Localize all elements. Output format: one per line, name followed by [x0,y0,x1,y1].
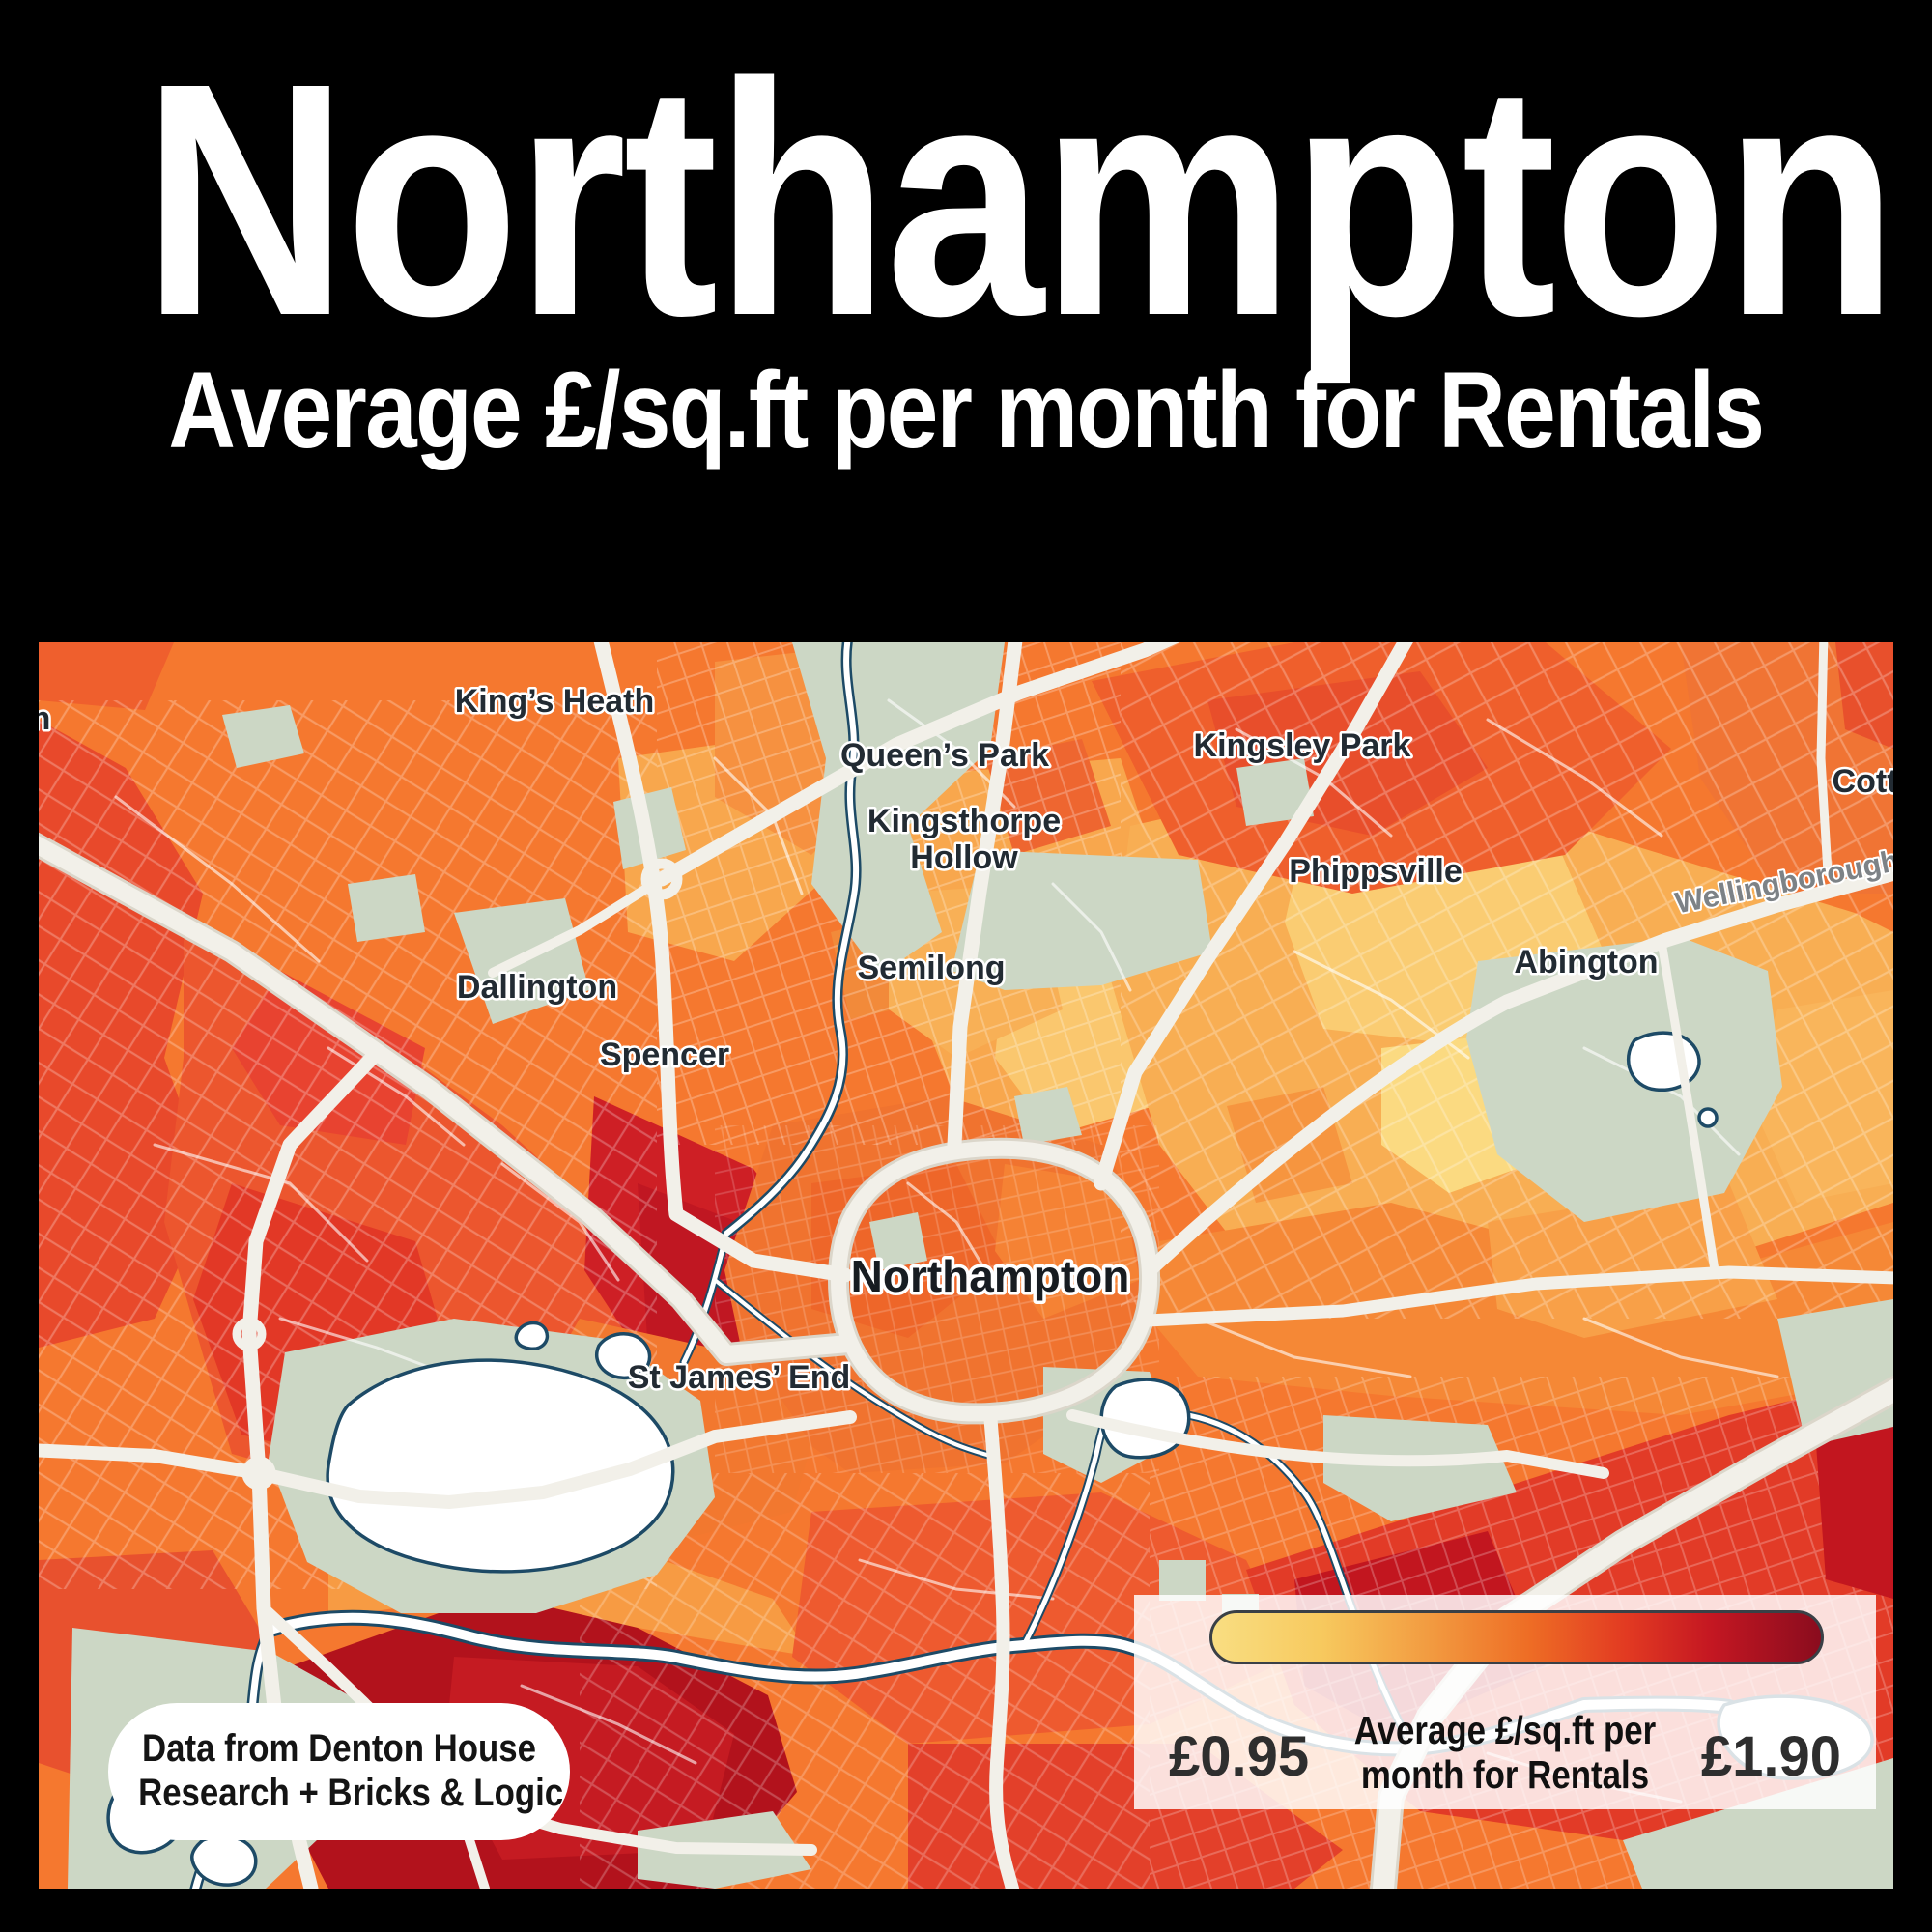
map-label: Abington [1514,944,1658,980]
legend-gradient-bar [1209,1610,1824,1664]
page-title-text: Northampton [142,14,1898,384]
map-label: Semilong [857,950,1005,986]
legend-title-lines: Average £/sq.ft per month for Rentals [1353,1708,1657,1798]
page-subtitle-text: Average £/sq.ft per month for Rentals [168,350,1766,470]
legend-title-line2: month for Rentals [1360,1751,1650,1797]
map-label: Dallington [457,969,617,1006]
map-label: Kingsthorpe [867,803,1061,839]
map-label: Spencer [600,1037,729,1073]
map-label: Cotta [1833,763,1893,800]
map-label: Hollow [910,839,1018,876]
map-legend: £0.95 £1.90 Average £/sq.ft per month for… [1134,1595,1876,1809]
attribution-line1: Data from Denton House [142,1727,536,1771]
map: n King’s Heath Queen’s Park Kingsthorpe Holl… [39,642,1893,1889]
legend-title-line1: Average £/sq.ft per [1353,1708,1657,1752]
map-label: Northampton [851,1251,1130,1301]
legend-max-value: £1.90 [1700,1725,1841,1788]
map-label: n [39,700,50,737]
page-subtitle: Average £/sq.ft per month for Rentals [0,356,1932,465]
attribution-badge: Data from Denton House Research + Bricks… [108,1703,570,1840]
attribution-line2: Research + Bricks & Logic [138,1772,564,1814]
map-label: Kingsley Park [1194,727,1411,764]
map-label: Phippsville [1289,853,1463,890]
legend-title: Average £/sq.ft per month for Rentals [1327,1708,1683,1798]
page-title: Northampton [0,34,1932,365]
map-labels: n King’s Heath Queen’s Park KingsthorpeHoll… [39,681,1893,1399]
legend-min-value: £0.95 [1169,1725,1310,1788]
map-label: Queen’s Park [840,737,1049,774]
map-label: St James’ End [628,1359,851,1396]
map-label: King’s Heath [455,683,655,720]
